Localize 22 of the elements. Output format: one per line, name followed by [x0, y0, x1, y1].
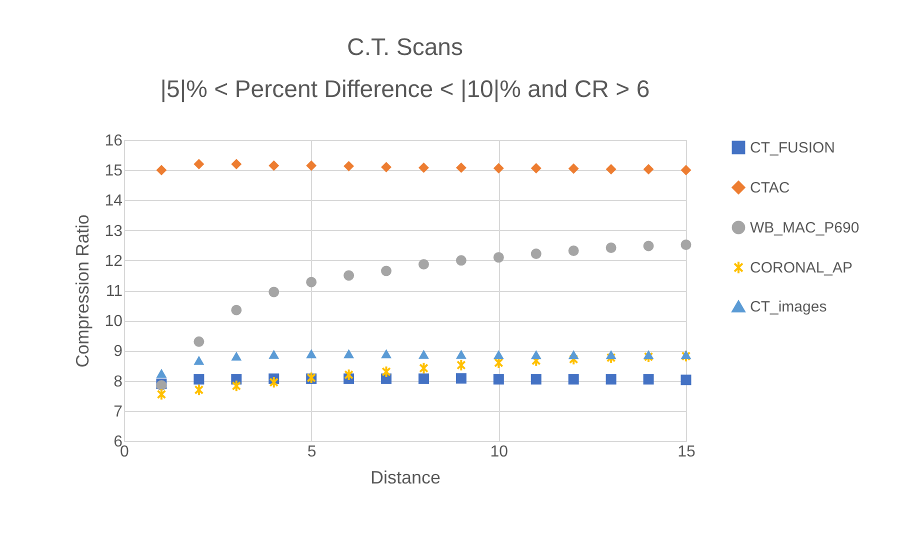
legend-label: CT_images	[750, 298, 827, 316]
y-tick-label: 15	[104, 162, 123, 180]
x-axis-title: Distance	[370, 468, 441, 488]
y-tick-label: 13	[104, 222, 123, 240]
y-tick-label: 14	[104, 192, 123, 210]
y-tick-label: 9	[114, 343, 123, 360]
x-tick-label: 10	[490, 444, 508, 460]
chart-subtitle: |5|% < Percent Difference < |10|% and CR > 6	[160, 76, 650, 103]
legend-label: CTAC	[750, 180, 790, 196]
y-tick-label: 16	[104, 132, 123, 150]
legend-label: CORONAL_AP	[750, 260, 853, 276]
y-axis-title: Compression Ratio	[72, 214, 93, 368]
y-tick-label: 12	[104, 252, 123, 270]
y-tick-label: 7	[114, 403, 123, 420]
x-tick-label: 15	[678, 444, 696, 460]
y-tick-label: 11	[106, 283, 123, 300]
x-tick-label: 5	[307, 444, 316, 460]
y-tick-label: 10	[104, 313, 123, 330]
y-tick-label: 8	[114, 373, 123, 390]
legend-label: WB_MAC_P690	[750, 220, 860, 236]
legend-label: CT_FUSION	[750, 140, 836, 156]
chart-title: C.T. Scans	[346, 34, 464, 61]
